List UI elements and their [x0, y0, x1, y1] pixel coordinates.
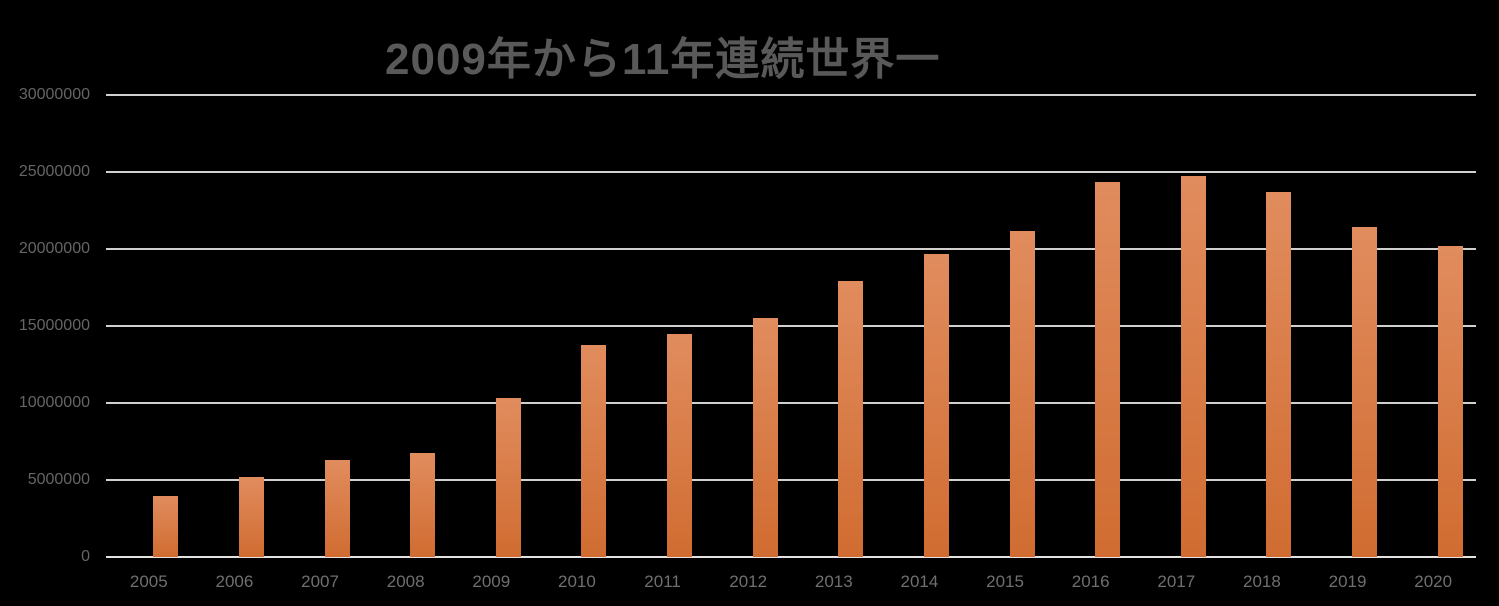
- x-axis-tick-label: 2006: [215, 572, 254, 591]
- bar-2009: [495, 397, 521, 557]
- bar-2017: [1180, 176, 1206, 557]
- bar-2005: [153, 495, 179, 557]
- bar-2008: [410, 452, 436, 557]
- bar-2018: [1266, 191, 1292, 557]
- x-axis-tick-label: 2010: [558, 572, 596, 591]
- x-axis-line: [106, 556, 1476, 558]
- bar-2015: [1009, 231, 1035, 557]
- x-axis-tick-label: 2015: [986, 572, 1024, 591]
- bar-2010: [581, 345, 607, 557]
- x-axis-tick-label: 2012: [729, 572, 768, 591]
- x-axis-tick-label: 2009: [472, 572, 511, 591]
- gridline: [106, 171, 1476, 173]
- x-axis-tick-label: 2020: [1414, 572, 1453, 591]
- y-axis-tick-label: 10000000: [18, 394, 90, 411]
- bar-2012: [752, 318, 778, 557]
- gridline: [106, 248, 1476, 250]
- x-axis-tick-label: 2011: [644, 572, 681, 591]
- bar-2014: [923, 253, 949, 557]
- bar-2013: [838, 280, 864, 557]
- gridline: [106, 402, 1476, 404]
- x-axis-tick-label: 2016: [1071, 572, 1110, 591]
- x-axis-tick-label: 2007: [301, 572, 339, 591]
- gridline: [106, 94, 1476, 96]
- gridline: [106, 479, 1476, 481]
- bar-2006: [238, 477, 264, 557]
- x-axis-tick-label: 2013: [814, 572, 853, 591]
- x-axis-tick-label: 2017: [1157, 572, 1196, 591]
- x-axis-tick-label: 2018: [1243, 572, 1281, 591]
- y-axis-tick-label: 25000000: [18, 163, 90, 180]
- y-axis-tick-label: 30000000: [18, 86, 90, 103]
- bar-2011: [667, 334, 693, 557]
- bar-2007: [324, 459, 350, 557]
- y-axis-tick-label: 0: [81, 548, 90, 565]
- y-axis-tick-label: 5000000: [27, 471, 90, 488]
- y-axis-tick-label: 20000000: [18, 240, 90, 257]
- x-axis-tick-label: 2008: [386, 572, 425, 591]
- x-axis-tick-label: 2019: [1328, 572, 1367, 591]
- chart-title: 2009年から11年連続世界一: [385, 35, 941, 84]
- bar-2019: [1352, 226, 1378, 557]
- x-axis-tick-label: 2005: [129, 572, 168, 591]
- bar-2016: [1095, 181, 1121, 557]
- y-axis-tick-label: 15000000: [18, 317, 90, 334]
- bar-2020: [1437, 246, 1463, 557]
- gridline: [106, 325, 1476, 327]
- x-axis-tick-label: 2014: [900, 572, 939, 591]
